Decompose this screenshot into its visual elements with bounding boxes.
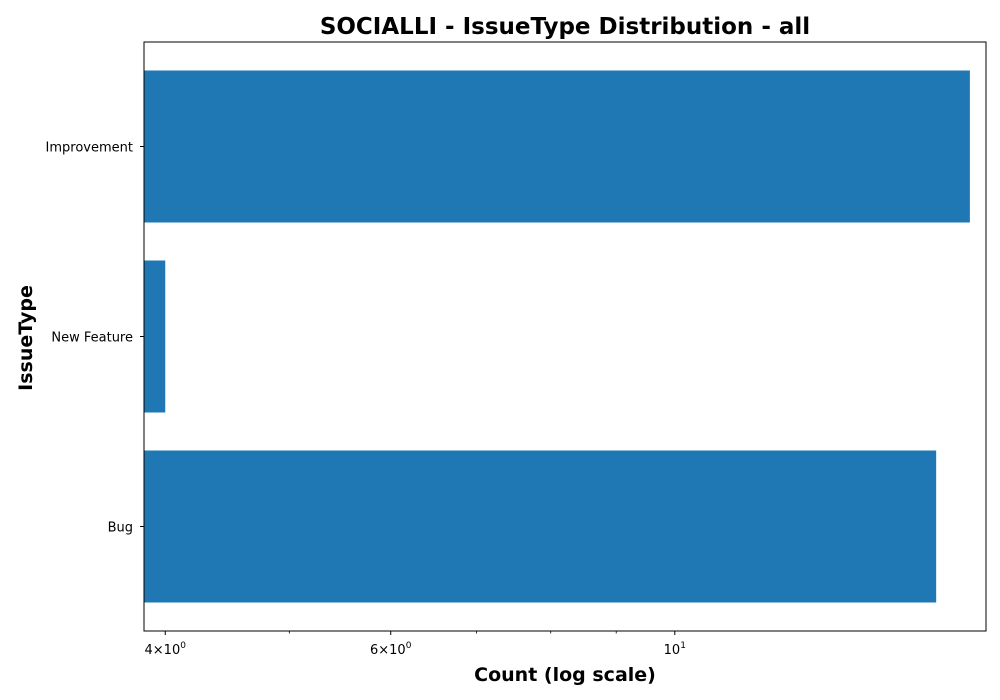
y-axis: Improvement New Feature Bug [46, 141, 144, 536]
bar [144, 260, 166, 413]
bars-layer [144, 70, 970, 603]
x-tick-label: 101 [664, 641, 686, 658]
x-tick-label: 6×100 [370, 641, 412, 658]
y-tick-label: New Feature [51, 331, 133, 346]
bar [144, 450, 937, 603]
y-tick-label: Bug [108, 521, 133, 536]
x-tick-label: 4×100 [145, 641, 187, 658]
bar [144, 70, 970, 223]
y-tick-label: Improvement [46, 141, 133, 156]
chart-title: SOCIALLI - IssueType Distribution - all [320, 14, 810, 40]
x-axis-label: Count (log scale) [474, 664, 656, 686]
x-axis: 4×100 6×100 101 [145, 631, 686, 658]
y-axis-label: IssueType [15, 285, 37, 391]
